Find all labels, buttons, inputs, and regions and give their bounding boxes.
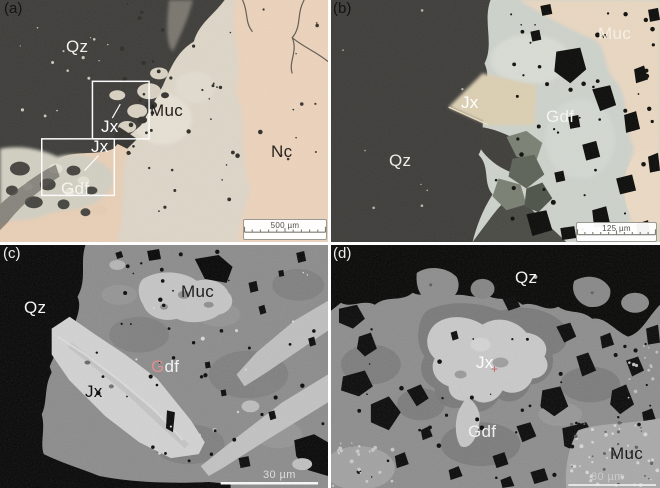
analysis-spot-marker: + [491, 362, 499, 376]
mineral-label-qz: Qz [66, 37, 89, 56]
scale-bar-text: 500 µm [270, 221, 300, 230]
mineral-label-jx-lower: Jx [91, 137, 109, 156]
panel-letter-c: (c) [3, 245, 21, 262]
scale-ruler [577, 229, 656, 236]
panel-a: (a) Qz Muc Jx Jx Gdf Nc 500 µm [0, 0, 328, 242]
mineral-label-jx-upper: Jx [101, 117, 119, 136]
scale-bar-b: 125 µm [576, 222, 657, 242]
panel-letter-b: (b) [333, 0, 352, 17]
panel-letter-d: (d) [333, 245, 352, 262]
mineral-label-muc: Muc [181, 282, 215, 301]
mineral-label-qz: Qz [389, 151, 412, 170]
panel-b: (b) Muc Jx Gdf Qz 125 µm [331, 0, 660, 242]
mineral-label-qz: Qz [515, 268, 538, 287]
mineral-label-nc: Nc [271, 142, 293, 161]
mineral-label-jx: Jx [476, 353, 494, 372]
scale-bar-text: 125 µm [602, 224, 631, 233]
mineral-label-gdf: Gdf [546, 107, 575, 126]
panel-d: (d) Qz Jx + Gdf Muc 80 µm [331, 245, 660, 488]
micrograph-b-image [331, 0, 660, 242]
mineral-label-jx: Jx [461, 93, 479, 112]
micrograph-d-image [331, 245, 660, 488]
mineral-label-gdf: Gdf [151, 358, 179, 375]
mineral-label-qz: Qz [24, 298, 47, 317]
panel-c: (c) Qz Muc Gdf Jx 30 µm [0, 245, 328, 488]
mineral-label-gdf-g: G [151, 357, 165, 376]
micrograph-a-image [0, 0, 328, 242]
mineral-label-muc: Muc [610, 444, 644, 463]
micrograph-c-image [0, 245, 328, 488]
mineral-label-muc: Muc [598, 24, 632, 43]
scale-ruler [244, 226, 326, 233]
mineral-label-gdf: Gdf [61, 179, 90, 198]
scale-bar-text: 80 µm [591, 471, 624, 483]
mineral-label-jx: Jx [85, 382, 103, 401]
mineral-label-muc: Muc [150, 101, 184, 120]
mineral-label-gdf: Gdf [468, 422, 497, 441]
panel-letter-a: (a) [4, 0, 23, 17]
scale-bar-text: 30 µm [263, 469, 296, 481]
scale-bar-a: 500 µm [243, 219, 327, 240]
mineral-label-gdf-df: df [164, 357, 180, 376]
